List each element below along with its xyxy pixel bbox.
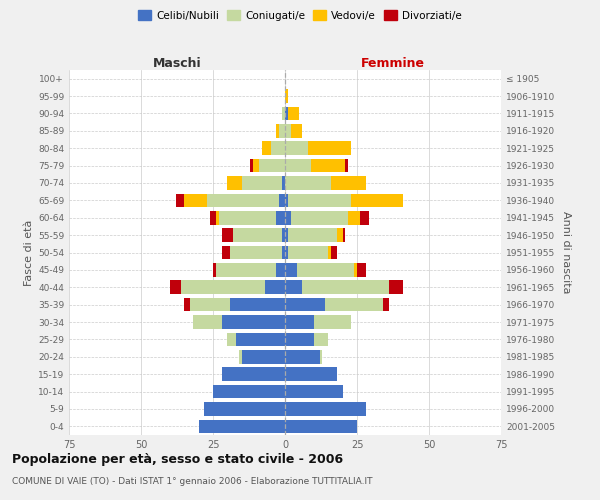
Bar xyxy=(285,332,314,346)
Bar xyxy=(282,246,285,260)
Bar xyxy=(253,159,259,172)
Bar xyxy=(262,142,271,155)
Bar xyxy=(213,385,285,398)
Bar xyxy=(184,194,207,207)
Bar xyxy=(250,159,253,172)
Text: Femmine: Femmine xyxy=(361,57,425,70)
Bar xyxy=(291,124,302,138)
Bar xyxy=(170,280,181,294)
Bar xyxy=(190,298,230,312)
Bar xyxy=(242,350,285,364)
Text: COMUNE DI VAIE (TO) - Dati ISTAT 1° gennaio 2006 - Elaborazione TUTTITALIA.IT: COMUNE DI VAIE (TO) - Dati ISTAT 1° genn… xyxy=(12,478,373,486)
Y-axis label: Fasce di età: Fasce di età xyxy=(24,220,34,286)
Bar xyxy=(302,280,389,294)
Bar xyxy=(285,280,302,294)
Bar xyxy=(285,124,291,138)
Bar xyxy=(213,263,216,276)
Text: Maschi: Maschi xyxy=(152,57,202,70)
Bar xyxy=(285,402,365,415)
Bar xyxy=(210,211,216,224)
Bar xyxy=(279,124,285,138)
Bar xyxy=(291,211,349,224)
Bar xyxy=(221,368,285,381)
Bar xyxy=(285,159,311,172)
Bar xyxy=(288,106,299,120)
Bar xyxy=(285,246,288,260)
Bar xyxy=(331,246,337,260)
Y-axis label: Anni di nascita: Anni di nascita xyxy=(560,211,571,294)
Bar xyxy=(285,420,357,433)
Bar xyxy=(360,211,368,224)
Bar xyxy=(285,142,308,155)
Bar xyxy=(285,315,314,329)
Bar xyxy=(282,228,285,242)
Bar xyxy=(314,332,328,346)
Bar xyxy=(325,298,383,312)
Bar xyxy=(219,211,277,224)
Bar xyxy=(354,263,357,276)
Bar xyxy=(265,280,285,294)
Bar xyxy=(199,420,285,433)
Bar xyxy=(193,315,221,329)
Bar xyxy=(389,280,403,294)
Text: Popolazione per età, sesso e stato civile - 2006: Popolazione per età, sesso e stato civil… xyxy=(12,452,343,466)
Bar xyxy=(328,246,331,260)
Bar xyxy=(311,159,346,172)
Bar xyxy=(282,106,285,120)
Bar xyxy=(351,194,403,207)
Bar xyxy=(346,159,349,172)
Bar xyxy=(277,263,285,276)
Legend: Celibi/Nubili, Coniugati/e, Vedovi/e, Divorziati/e: Celibi/Nubili, Coniugati/e, Vedovi/e, Di… xyxy=(134,6,466,25)
Bar xyxy=(242,176,282,190)
Bar xyxy=(285,211,291,224)
Bar xyxy=(184,298,190,312)
Bar xyxy=(285,194,288,207)
Bar xyxy=(216,211,219,224)
Bar xyxy=(285,385,343,398)
Bar xyxy=(331,176,365,190)
Bar xyxy=(277,211,285,224)
Bar xyxy=(221,246,230,260)
Bar xyxy=(285,368,337,381)
Bar xyxy=(285,263,296,276)
Bar xyxy=(296,263,354,276)
Bar xyxy=(285,176,331,190)
Bar xyxy=(282,176,285,190)
Bar xyxy=(181,280,265,294)
Bar xyxy=(285,90,288,103)
Bar xyxy=(277,124,279,138)
Bar xyxy=(349,211,360,224)
Bar xyxy=(308,142,351,155)
Bar xyxy=(285,298,325,312)
Bar xyxy=(259,159,285,172)
Bar xyxy=(288,246,328,260)
Bar xyxy=(239,350,242,364)
Bar xyxy=(230,298,285,312)
Bar xyxy=(320,350,322,364)
Bar xyxy=(271,142,285,155)
Bar xyxy=(314,315,351,329)
Bar xyxy=(176,194,184,207)
Bar xyxy=(221,315,285,329)
Bar xyxy=(288,228,337,242)
Bar xyxy=(236,332,285,346)
Bar xyxy=(227,176,242,190)
Bar xyxy=(357,263,365,276)
Bar xyxy=(279,194,285,207)
Bar xyxy=(233,228,282,242)
Bar xyxy=(288,194,351,207)
Bar xyxy=(216,263,277,276)
Bar xyxy=(343,228,346,242)
Bar xyxy=(285,228,288,242)
Bar xyxy=(337,228,343,242)
Bar xyxy=(383,298,389,312)
Bar xyxy=(285,106,288,120)
Bar xyxy=(230,246,282,260)
Bar xyxy=(205,402,285,415)
Bar xyxy=(285,350,320,364)
Bar xyxy=(227,332,236,346)
Bar xyxy=(207,194,279,207)
Bar xyxy=(221,228,233,242)
